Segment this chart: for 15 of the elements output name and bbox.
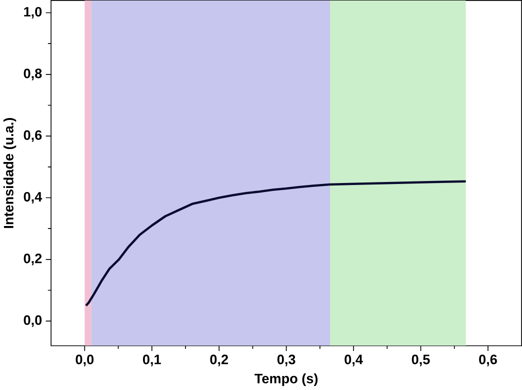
y-tick-label: 0,8 — [24, 68, 42, 80]
y-tick-label: 0,6 — [24, 130, 42, 142]
y-axis-title: Intensidade (u.a.) — [3, 118, 16, 228]
x-tick-label: 0,6 — [479, 354, 497, 366]
y-tick-label: 0,2 — [24, 254, 42, 266]
y-tick-label: 0,0 — [24, 316, 42, 328]
x-tick-label: 0,0 — [76, 354, 94, 366]
x-tick-label: 0,2 — [210, 354, 228, 366]
x-axis-title: Tempo (s) — [254, 374, 318, 386]
x-tick-label: 0,3 — [277, 354, 296, 366]
y-tick-label: 0,4 — [24, 192, 42, 204]
x-tick-label: 0,1 — [142, 354, 161, 366]
x-tick-label: 0,5 — [412, 354, 430, 366]
y-tick-label: 1,0 — [24, 7, 42, 19]
x-tick-label: 0,4 — [344, 354, 363, 366]
